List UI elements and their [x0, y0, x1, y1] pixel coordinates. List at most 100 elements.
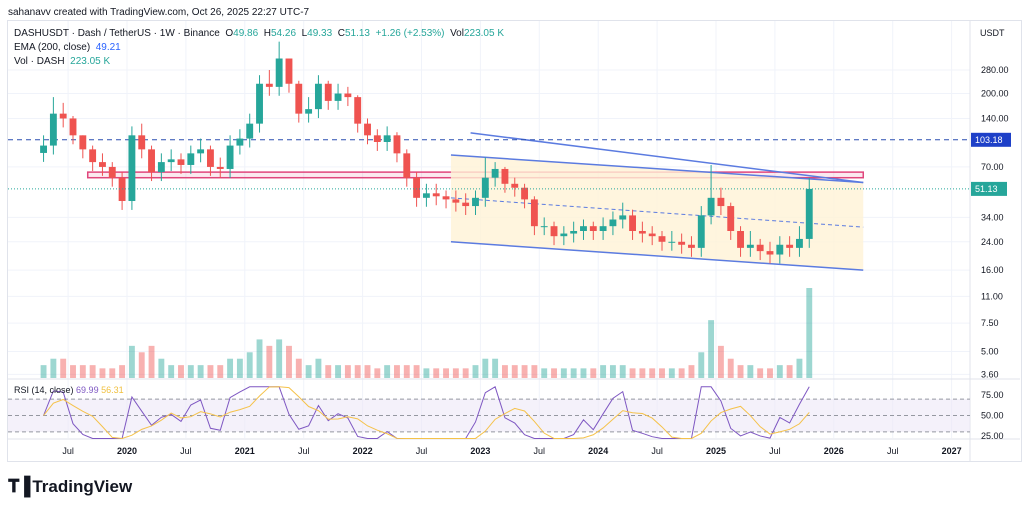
symbol-label[interactable]: DASHUSDT · Dash / TetherUS · 1W · Binanc…: [14, 28, 220, 39]
tradingview-logo[interactable]: 𝐓▐ TradingView: [8, 476, 132, 497]
time-tick-label: 2027: [942, 446, 962, 456]
candle-body: [530, 199, 538, 227]
candle-body: [334, 93, 342, 101]
volume-bar: [325, 365, 332, 378]
volume-bar: [207, 365, 214, 378]
price-unit-label[interactable]: USDT: [980, 28, 1005, 38]
candle-body: [383, 135, 391, 142]
volume-bar: [148, 345, 155, 378]
time-tick-label: Jul: [769, 446, 781, 456]
volume-bar: [158, 358, 165, 378]
vol-label: Vol: [450, 28, 464, 39]
candle-body: [717, 197, 725, 207]
volume-bar: [472, 365, 479, 378]
volume-bar: [708, 320, 715, 378]
ema-label: EMA (200, close): [14, 42, 91, 53]
price-tick-label: 7.50: [981, 318, 999, 328]
candle-body: [609, 219, 617, 227]
candle-body: [501, 168, 509, 184]
volume-bar: [767, 368, 773, 378]
volume-bar: [403, 365, 410, 378]
volume-bar: [217, 365, 224, 378]
volume-bar: [286, 345, 292, 378]
rsi-legend[interactable]: RSI (14, close) 69.99 56.31: [14, 385, 124, 395]
volume-bar: [128, 345, 135, 378]
last-price-label: 51.13: [975, 184, 998, 194]
volume-bar: [747, 365, 754, 378]
volume-bar: [178, 365, 184, 378]
volume-bar: [276, 339, 283, 378]
volume-bar: [806, 288, 813, 378]
ema-legend-row[interactable]: EMA (200, close) 49.21: [14, 41, 504, 55]
volume-bar: [384, 365, 391, 378]
candle-body: [177, 159, 185, 165]
volume-bar: [619, 365, 626, 378]
volume-bar: [757, 368, 764, 378]
volume-bar: [168, 365, 175, 378]
volume-bar: [796, 358, 803, 378]
volume-label: Vol · DASH: [14, 56, 65, 67]
volume-bar: [197, 365, 204, 378]
candle-body: [256, 83, 263, 124]
last-price-badge: [971, 181, 1007, 196]
price-tick-label: 280.00: [981, 65, 1009, 75]
volume-bar: [295, 358, 302, 378]
candle-body: [138, 135, 146, 150]
volume-bar: [511, 365, 518, 378]
price-tick-label: 200.00: [981, 89, 1009, 99]
volume-bar: [89, 365, 96, 378]
candle-body: [491, 168, 499, 178]
candle-body: [314, 83, 322, 110]
volume-bar: [50, 358, 57, 378]
volume-bar: [609, 365, 616, 378]
volume-bar: [305, 365, 312, 378]
chart-legend: DASHUSDT · Dash / TetherUS · 1W · Binanc…: [14, 27, 504, 69]
candle-body: [236, 138, 244, 146]
volume-bar: [344, 365, 351, 378]
symbol-ohlc-row: DASHUSDT · Dash / TetherUS · 1W · Binanc…: [14, 27, 504, 41]
volume-bar: [266, 345, 273, 378]
time-tick-label: Jul: [887, 446, 899, 456]
tradingview-logo-icon: 𝐓▐: [8, 476, 30, 496]
descending-trendline[interactable]: [470, 132, 864, 184]
volume-bar: [413, 365, 420, 378]
price-tick-label: 24.00: [981, 237, 1004, 247]
candle-body: [393, 135, 401, 154]
candle-body: [40, 145, 47, 153]
candle-body: [599, 226, 607, 231]
channel-upper-line[interactable]: [450, 154, 864, 184]
candle-body: [148, 149, 155, 173]
volume-bar: [374, 368, 381, 378]
time-tick-label: 2020: [117, 446, 137, 456]
candle-body: [550, 226, 558, 237]
rsi-ma-value: 56.31: [101, 385, 124, 395]
price-tick-label: 34.00: [981, 212, 1004, 222]
channel-lower-line[interactable]: [450, 241, 864, 271]
candle-body: [413, 177, 421, 198]
time-tick-label: 2023: [470, 446, 490, 456]
candle-body: [373, 135, 381, 142]
volume-bar: [717, 345, 724, 378]
candle-body: [364, 123, 371, 136]
candle-body: [629, 215, 636, 231]
volume-bar: [541, 368, 548, 378]
time-tick-label: Jul: [651, 446, 663, 456]
ema-value: 49.21: [95, 42, 121, 53]
channel-mid-line[interactable]: [450, 197, 864, 228]
volume-bar: [688, 365, 695, 378]
time-tick-label: 2026: [824, 446, 844, 456]
chart-frame[interactable]: [7, 20, 1022, 462]
candle-body: [786, 244, 794, 248]
volume-bar: [521, 365, 528, 378]
volume-bar: [629, 368, 636, 378]
volume-legend-row[interactable]: Vol · DASH 223.05 K: [14, 55, 504, 69]
volume-bar: [335, 365, 342, 378]
volume-bar: [600, 365, 607, 378]
rsi-tick-label: 25.00: [981, 431, 1004, 441]
candle-body: [668, 241, 676, 243]
volume-bar: [236, 358, 243, 378]
volume-bar: [60, 358, 67, 378]
volume-bar: [482, 358, 489, 378]
candle-body: [678, 241, 686, 245]
